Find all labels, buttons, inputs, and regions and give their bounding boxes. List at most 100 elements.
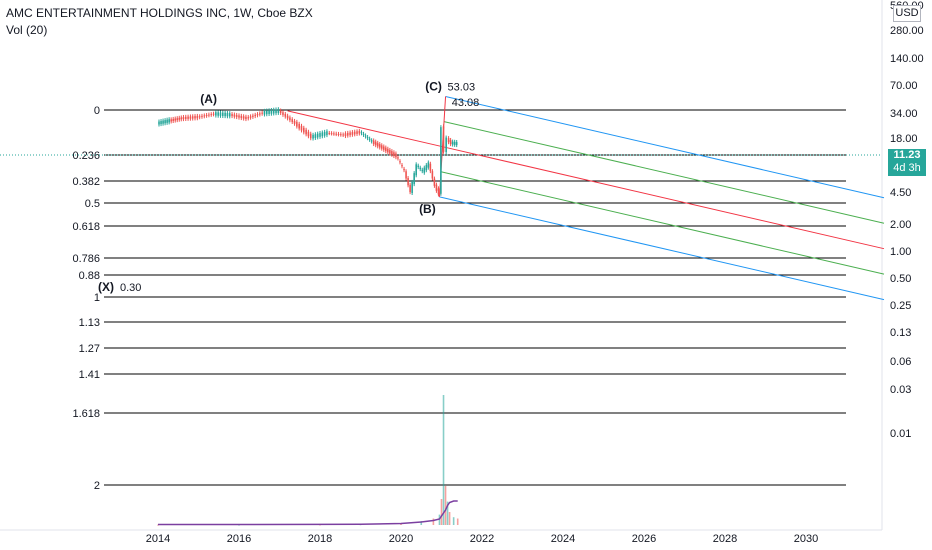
- price-candle-body: [245, 116, 247, 120]
- fib-level-label: 0.382: [72, 176, 100, 188]
- price-candle-body: [184, 116, 187, 119]
- price-candle-body: [431, 171, 434, 179]
- price-candle-body: [226, 112, 229, 117]
- volume-bar: [438, 514, 441, 525]
- price-candle-body: [198, 116, 201, 118]
- price-candle-body: [261, 112, 263, 114]
- price-candle-body: [382, 146, 385, 150]
- price-candle-body: [307, 131, 310, 137]
- price-tick-label: 280.00: [890, 25, 924, 37]
- price-candle-body: [370, 140, 373, 142]
- fib-level-label: 2: [94, 480, 100, 492]
- price-candle-body: [208, 114, 210, 116]
- price-candle-body: [158, 121, 160, 125]
- price-candle-body: [380, 145, 383, 149]
- fib-level-label: 0.236: [72, 150, 100, 162]
- price-tick-label: 0.03: [890, 384, 911, 396]
- last-price-value: 11.23: [893, 149, 921, 161]
- chart-title: AMC ENTERTAINMENT HOLDINGS INC, 1W, Cboe…: [6, 6, 313, 20]
- price-tick-label: 70.00: [890, 80, 918, 92]
- price-candle-body: [376, 142, 379, 147]
- price-candle-body: [224, 112, 226, 117]
- price-candle-body: [417, 165, 420, 168]
- price-candle-body: [364, 135, 367, 137]
- price-candle-body: [305, 129, 307, 135]
- volume-bar: [432, 518, 435, 525]
- price-candle-body: [309, 133, 312, 139]
- price-candle-body: [397, 157, 399, 159]
- price-candle-body: [360, 132, 363, 134]
- price-candle-body: [389, 149, 391, 154]
- volume-indicator-label[interactable]: Vol (20): [6, 23, 48, 37]
- price-candle-body: [228, 113, 231, 117]
- price-candle-body: [259, 113, 261, 115]
- pitchfork-upper-line: [445, 95, 885, 199]
- time-tick-label: 2020: [389, 533, 413, 545]
- time-tick-label: 2026: [632, 533, 656, 545]
- price-candle-body: [249, 116, 252, 118]
- fib-level-label: 1.27: [79, 343, 100, 355]
- price-tick-label: 34.00: [890, 108, 918, 120]
- price-candle-body: [451, 141, 454, 145]
- last-price-badge: 11.23 4d 3h: [888, 149, 926, 176]
- wave-pivot-label: (C): [425, 79, 442, 93]
- price-candle-body: [242, 116, 245, 119]
- price-candle-body: [201, 115, 203, 117]
- price-candle-body: [425, 165, 428, 171]
- price-tick-label: 1.00: [890, 246, 911, 258]
- price-candle-body: [263, 110, 266, 115]
- volume-bar: [456, 518, 459, 525]
- pitchfork-handle-line: [287, 110, 443, 148]
- price-candle-body: [277, 109, 280, 113]
- price-candle-body: [415, 164, 417, 176]
- price-candle-body: [435, 184, 438, 191]
- pitchfork-inner-lower-line: [440, 171, 885, 275]
- price-candle-body: [180, 117, 183, 120]
- price-candle-body: [279, 110, 282, 114]
- price-candle-body: [403, 168, 405, 171]
- price-candle-body: [215, 112, 217, 116]
- price-candle-body: [286, 115, 289, 119]
- price-candle-body: [366, 137, 369, 139]
- price-candle-body: [164, 120, 166, 124]
- volume-bar: [442, 395, 445, 525]
- price-tick-label: 140.00: [890, 53, 924, 65]
- volume-bar: [420, 521, 423, 525]
- price-candle-body: [407, 178, 409, 186]
- price-candle-body: [189, 116, 192, 119]
- price-candle-body: [437, 188, 440, 195]
- price-tick-label: 0.50: [890, 273, 911, 285]
- price-candle-body: [423, 167, 426, 173]
- price-candle-body: [399, 161, 401, 163]
- price-candle-body: [378, 144, 381, 148]
- wave-pivot-value: 0.30: [120, 282, 141, 294]
- price-candle-body: [321, 132, 324, 137]
- wave-pivot-value: 53.03: [448, 81, 476, 93]
- currency-badge[interactable]: USD: [893, 5, 921, 22]
- price-candle-body: [440, 127, 442, 194]
- pitchfork-lower-line: [439, 196, 885, 301]
- volume-ma-line: [158, 500, 458, 526]
- price-candle-body: [196, 115, 199, 119]
- time-tick-label: 2028: [713, 533, 737, 545]
- price-candle-body: [293, 120, 296, 124]
- price-candle-body: [429, 163, 432, 172]
- price-tick-label: 0.01: [890, 428, 911, 440]
- bar-countdown: 4d 3h: [893, 162, 921, 174]
- price-candle-body: [353, 131, 356, 135]
- price-candle-body: [235, 114, 238, 118]
- price-candle-body: [291, 119, 294, 123]
- price-candle-body: [385, 147, 387, 152]
- price-candle-body: [265, 110, 268, 115]
- fib-level-label: 1: [94, 292, 100, 304]
- price-candle-body: [393, 152, 395, 157]
- price-candle-body: [387, 148, 389, 153]
- price-candle-body: [240, 115, 243, 119]
- fib-level-label: 0.786: [72, 253, 100, 265]
- wave-pivot-label: (B): [419, 202, 436, 216]
- price-candle-body: [166, 119, 168, 123]
- price-candle-body: [212, 113, 215, 115]
- price-candle-body: [337, 133, 340, 135]
- price-tick-label: 0.06: [890, 356, 911, 368]
